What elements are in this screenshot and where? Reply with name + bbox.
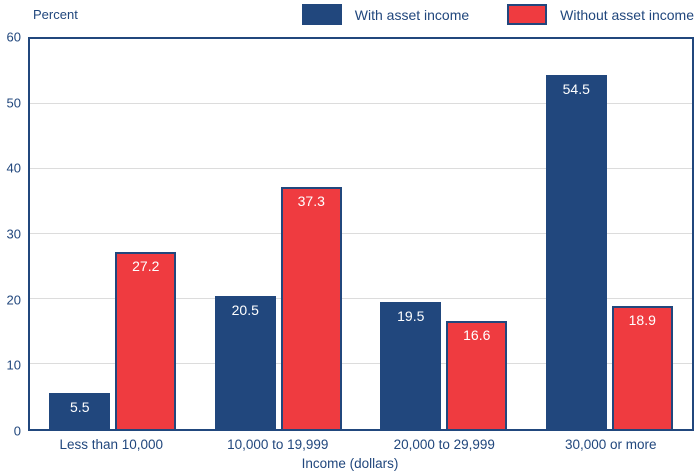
gridline (30, 103, 692, 104)
y-tick-label: 40 (6, 160, 21, 176)
bar-with-asset-income: 20.5 (214, 295, 276, 429)
x-tick-label: Less than 10,000 (59, 437, 164, 452)
bar-value-label: 16.6 (463, 327, 491, 344)
legend-item-with-asset-income: With asset income (301, 4, 470, 25)
legend-swatch-without-asset-income (507, 4, 548, 25)
bar-value-label: 54.5 (562, 80, 590, 97)
gridline (30, 168, 692, 170)
legend: With asset income Without asset income (301, 4, 694, 25)
x-axis-tick-labels: Less than 10,000 10,000 to 19,999 20,000 t… (28, 437, 694, 452)
bar-value-label: 18.9 (628, 312, 656, 329)
legend-item-without-asset-income: Without asset income (507, 4, 694, 25)
legend-swatch-with-asset-income (301, 4, 342, 25)
y-tick-label: 0 (13, 423, 21, 439)
y-tick-label: 60 (6, 29, 21, 45)
bar-with-asset-income: 5.5 (49, 393, 111, 429)
gridline (30, 298, 692, 300)
y-axis-title: Percent (33, 7, 78, 22)
x-tick-label: 30,000 or more (564, 437, 657, 452)
bar-without-asset-income: 16.6 (446, 321, 508, 429)
bar-groups: 5.5 27.2 20.5 37.3 19.5 16.6 54.5 18.9 (30, 39, 692, 429)
bar-value-label: 20.5 (231, 301, 259, 318)
bar-group: 54.5 18.9 (527, 39, 693, 429)
legend-label-with-asset-income: With asset income (354, 6, 470, 23)
bar-without-asset-income: 18.9 (611, 306, 673, 429)
bar-value-label: 19.5 (397, 308, 425, 325)
bar-value-label: 5.5 (70, 399, 90, 416)
bar-value-label: 27.2 (132, 258, 160, 275)
y-tick-label: 20 (6, 292, 21, 308)
gridline (30, 233, 692, 234)
plot-area: 5.5 27.2 20.5 37.3 19.5 16.6 54.5 18.9 (28, 37, 694, 431)
bar-without-asset-income: 37.3 (280, 186, 342, 429)
y-tick-label: 30 (6, 226, 21, 242)
y-axis-ticks: 0 10 20 30 40 50 60 (0, 30, 24, 439)
bar-value-label: 37.3 (297, 192, 325, 209)
bar-with-asset-income: 54.5 (545, 74, 607, 429)
x-axis-title: Income (dollars) (301, 456, 399, 471)
grid-layer (30, 39, 692, 429)
bar-group: 20.5 37.3 (196, 39, 362, 429)
bar-group: 5.5 27.2 (30, 39, 196, 429)
bar-without-asset-income: 27.2 (115, 252, 177, 429)
legend-label-without-asset-income: Without asset income (560, 6, 694, 23)
bar-group: 19.5 16.6 (361, 39, 527, 429)
y-tick-label: 50 (6, 95, 21, 111)
y-tick-label: 10 (6, 357, 21, 373)
gridline (30, 363, 692, 365)
x-tick-label: 10,000 to 19,999 (227, 437, 329, 452)
x-tick-label: 20,000 to 29,999 (393, 437, 495, 452)
bar-with-asset-income: 19.5 (380, 302, 442, 429)
